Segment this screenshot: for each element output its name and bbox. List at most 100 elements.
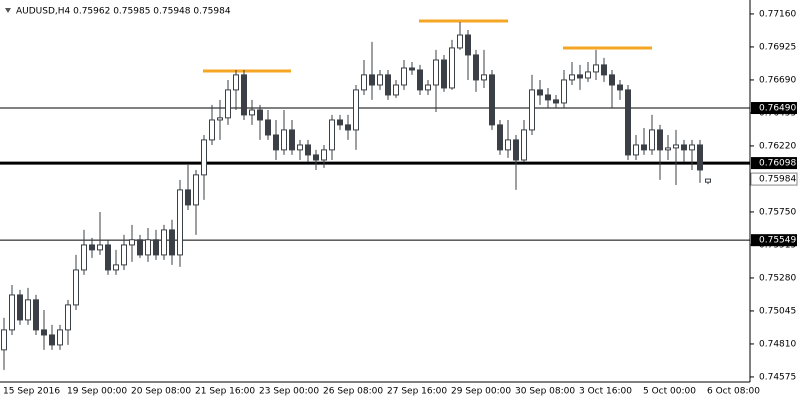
candle-body xyxy=(233,74,239,91)
candle-body xyxy=(681,144,687,151)
candle-body xyxy=(1,329,7,351)
candle-body xyxy=(537,89,543,96)
candles xyxy=(1,21,711,370)
candle-body xyxy=(193,174,199,206)
candle-body xyxy=(425,84,431,91)
chart-title: AUDUSD,H4 0.75962 0.75985 0.75948 0.7598… xyxy=(16,7,231,17)
candle-body xyxy=(593,64,599,73)
y-tick-label: 0.74810 xyxy=(759,339,796,349)
candle-body xyxy=(609,74,615,86)
x-tick-label: 27 Sep 16:00 xyxy=(387,387,447,397)
candle-body xyxy=(409,67,415,71)
candle-body xyxy=(145,239,151,256)
candle-body xyxy=(281,129,287,151)
candle-body xyxy=(697,144,703,171)
y-tick-label: 0.75045 xyxy=(759,306,796,316)
x-tick-label: 30 Sep 08:00 xyxy=(515,387,575,397)
candle-body xyxy=(313,154,319,161)
candle-body xyxy=(457,34,463,49)
candle-body xyxy=(505,139,511,151)
level-label-box xyxy=(751,157,797,170)
candle-body xyxy=(577,74,583,79)
candle-body xyxy=(401,67,407,86)
candle-body xyxy=(289,129,295,151)
candle-body xyxy=(521,129,527,161)
candle-body xyxy=(377,74,383,86)
candle-body xyxy=(633,144,639,156)
candle-body xyxy=(369,74,375,86)
candle-body xyxy=(657,129,663,151)
candle-body xyxy=(689,144,695,151)
x-tick-label: 23 Sep 00:00 xyxy=(259,387,319,397)
candle-body xyxy=(161,229,167,256)
candle-body xyxy=(673,144,679,149)
candle-body xyxy=(97,244,103,251)
candle-body xyxy=(601,64,607,76)
x-tick-label: 21 Sep 16:00 xyxy=(195,387,255,397)
candle-body xyxy=(329,119,335,151)
candle-body xyxy=(89,244,95,251)
candle-body xyxy=(481,74,487,81)
candle-body xyxy=(185,189,191,206)
candle-body xyxy=(353,89,359,131)
candle-body xyxy=(9,294,15,331)
candle-body xyxy=(41,329,47,336)
x-tick-label: 29 Sep 00:00 xyxy=(451,387,511,397)
candle-body xyxy=(561,79,567,104)
candle-body xyxy=(361,74,367,91)
candle-body xyxy=(49,334,55,346)
candle-body xyxy=(433,59,439,86)
candle-body xyxy=(241,74,247,116)
candle-body xyxy=(17,294,23,321)
level-label: 0.76098 xyxy=(759,159,796,169)
y-tick-label: 0.75750 xyxy=(759,207,796,217)
x-tick-label: 26 Sep 08:00 xyxy=(323,387,383,397)
x-tick-label: 19 Sep 00:00 xyxy=(67,387,127,397)
candle-body xyxy=(129,239,135,246)
candle-body xyxy=(569,74,575,81)
level-label-box xyxy=(751,102,797,115)
candle-body xyxy=(617,84,623,91)
candle-body xyxy=(417,69,423,91)
y-tick-label: 0.74575 xyxy=(759,372,796,382)
x-tick-label: 6 Oct 08:00 xyxy=(707,387,760,397)
candle-body xyxy=(177,189,183,256)
candle-body xyxy=(113,264,119,271)
y-tick-label: 0.75280 xyxy=(759,273,796,283)
labels: 0.771600.769250.766900.764550.762200.759… xyxy=(3,9,798,397)
candle-body xyxy=(625,89,631,156)
candle-body xyxy=(393,84,399,96)
candle-body xyxy=(217,117,223,121)
candle-body xyxy=(265,119,271,136)
x-tick-label: 5 Oct 00:00 xyxy=(643,387,696,397)
x-tick-label: 15 Sep 2016 xyxy=(3,387,60,397)
candle-body xyxy=(513,139,519,161)
level-label: 0.76490 xyxy=(759,104,796,114)
candle-body xyxy=(665,147,671,151)
bid-label: 0.75984 xyxy=(759,175,796,185)
candle-body xyxy=(345,124,351,131)
candle-body xyxy=(337,119,343,126)
candle-body xyxy=(81,244,87,271)
candle-body xyxy=(529,89,535,131)
candle-body xyxy=(385,74,391,96)
x-tick-label: 3 Oct 16:00 xyxy=(579,387,632,397)
candle-body xyxy=(705,178,711,183)
candle-body xyxy=(585,71,591,79)
candle-body xyxy=(545,94,551,101)
candle-body xyxy=(553,99,559,104)
candle-body xyxy=(153,239,159,256)
candle-body xyxy=(25,299,31,321)
candle-body xyxy=(489,74,495,126)
candle-body xyxy=(201,139,207,176)
candle-body xyxy=(33,299,39,331)
candle-body xyxy=(497,124,503,151)
candle-body xyxy=(473,54,479,81)
candle-body xyxy=(441,59,447,89)
y-tick-label: 0.76690 xyxy=(759,75,796,85)
candle-body xyxy=(169,229,175,256)
candle-body xyxy=(641,144,647,151)
y-tick-label: 0.77160 xyxy=(759,9,796,19)
